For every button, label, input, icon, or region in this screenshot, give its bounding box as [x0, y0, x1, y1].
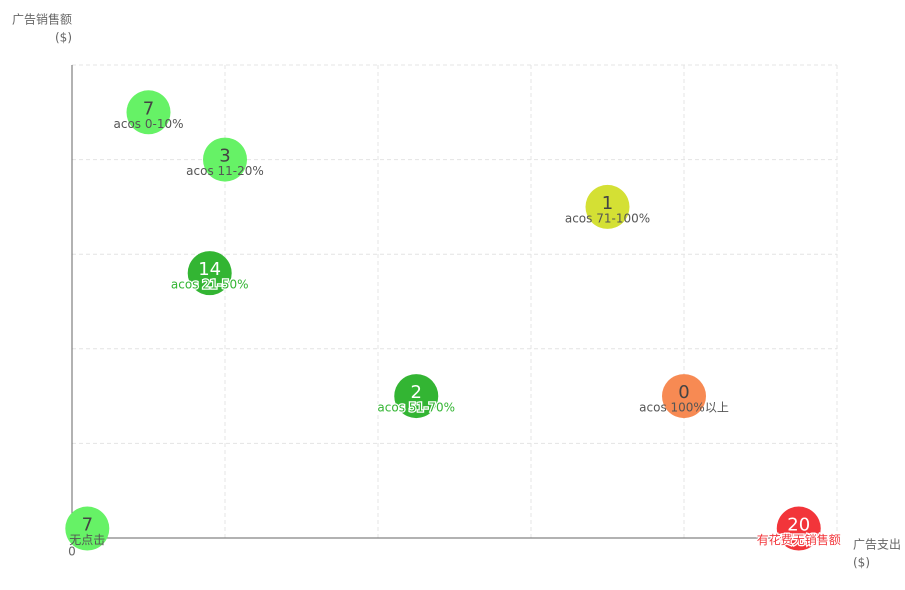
bubble [65, 506, 110, 551]
bubble [776, 506, 821, 551]
bubble-label: acos 71-100% [565, 211, 650, 225]
y-axis-label: 广告销售额 [12, 12, 72, 27]
bubble-label: acos 100%以上 [639, 401, 729, 415]
bubble-count: 7 [82, 515, 93, 536]
x-tick-label: 0 [68, 545, 76, 559]
bubble-label: 有花费无销售额 [757, 532, 841, 547]
y-axis-unit: ($) [55, 31, 72, 45]
bubble [394, 374, 439, 419]
bubble-count: 7 [143, 98, 154, 119]
bubble-label: 无点击 [69, 533, 105, 547]
bubble-count: 1 [602, 193, 613, 214]
bubble [187, 251, 232, 296]
bubble-count: 0 [678, 382, 689, 403]
bubble [126, 90, 171, 135]
bubble-count: 14 [198, 259, 221, 280]
bubble [203, 137, 247, 182]
x-axis-unit: ($) [853, 556, 870, 570]
bubble-label: acos 11-20% [186, 164, 264, 178]
bubble-label: acos 0-10% [114, 117, 184, 131]
x-axis-label: 广告支出 [853, 538, 901, 552]
bubble [585, 184, 630, 229]
bubble-label: acos 51-70% [377, 401, 455, 415]
bubble-count: 3 [219, 146, 230, 167]
bubble-count: 2 [411, 382, 422, 403]
bubble [662, 374, 706, 419]
bubble-count: 20 [787, 515, 810, 536]
bubble-label: acos 21-50% [171, 278, 249, 292]
